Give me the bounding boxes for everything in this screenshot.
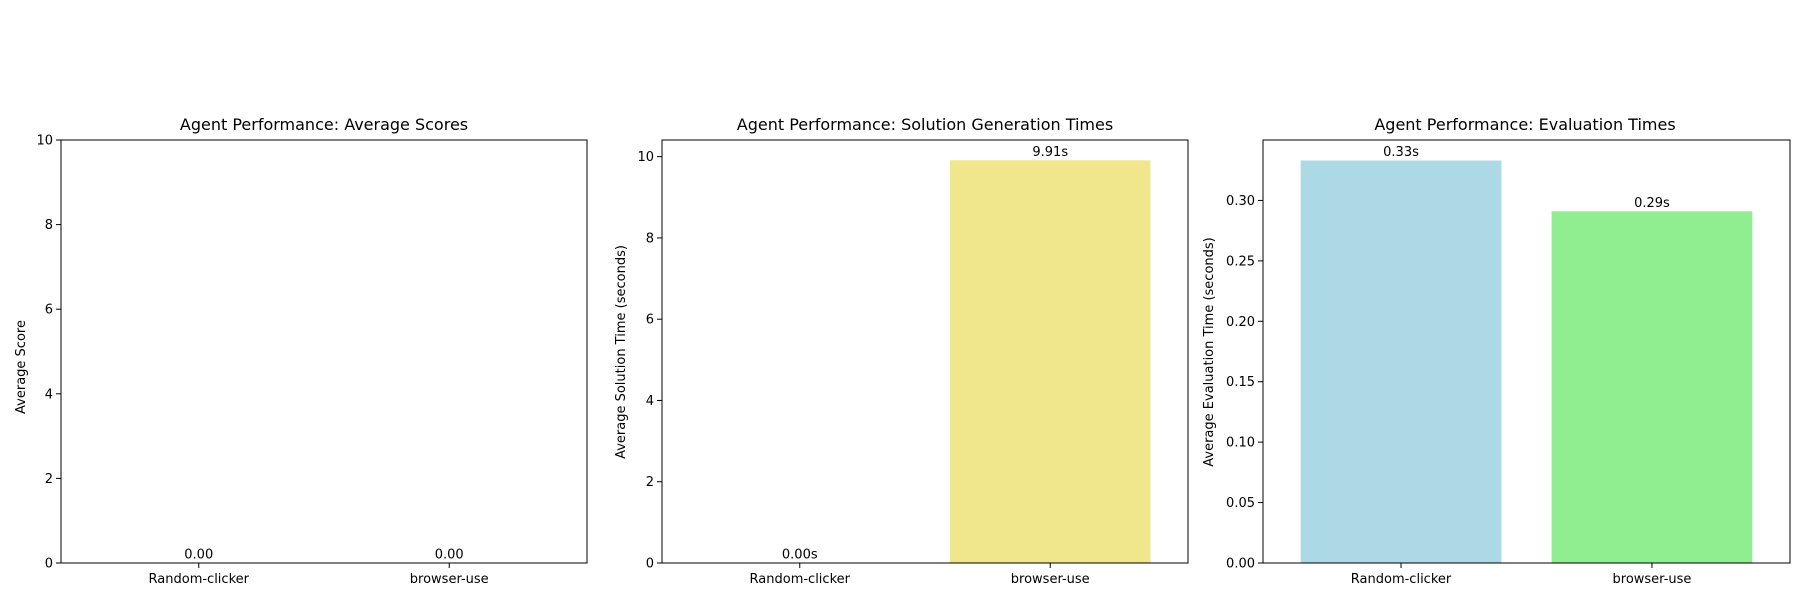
y-tick-label: 4 bbox=[646, 394, 654, 409]
chart-title: Agent Performance: Average Scores bbox=[180, 115, 468, 134]
y-tick-label: 0.30 bbox=[1226, 194, 1255, 209]
chart-title: Agent Performance: Evaluation Times bbox=[1374, 115, 1675, 134]
bar bbox=[1551, 211, 1753, 563]
x-ticks: Random-clicker browser-use bbox=[149, 563, 489, 587]
plot-frame bbox=[60, 139, 588, 564]
y-ticks: 0.00 0.05 0.10 0.15 0.20 0.25 0.30 bbox=[1226, 194, 1263, 572]
y-tick-label: 10 bbox=[36, 134, 53, 149]
y-tick-label: 8 bbox=[646, 231, 654, 246]
y-ticks: 0 2 4 6 8 10 bbox=[637, 150, 662, 572]
chart-solution-generation-times: Agent Performance: Solution Generation T… bbox=[614, 115, 1189, 587]
x-tick-label: browser-use bbox=[1613, 572, 1692, 587]
chart-title: Agent Performance: Solution Generation T… bbox=[737, 115, 1113, 134]
y-tick-label: 0.00 bbox=[1226, 557, 1255, 572]
y-tick-label: 0 bbox=[45, 557, 53, 572]
y-tick-label: 0.15 bbox=[1226, 375, 1255, 390]
y-tick-label: 8 bbox=[45, 218, 53, 233]
data-label: 9.91s bbox=[1032, 145, 1068, 160]
y-tick-label: 2 bbox=[45, 472, 53, 487]
y-tick-label: 0.20 bbox=[1226, 315, 1255, 330]
x-ticks: Random-clicker browser-use bbox=[1351, 563, 1692, 587]
plot-frame bbox=[661, 139, 1189, 564]
data-label: 0.00 bbox=[435, 548, 464, 563]
y-axis-label: Average Solution Time (seconds) bbox=[614, 245, 629, 459]
y-tick-label: 0 bbox=[646, 557, 654, 572]
y-tick-label: 6 bbox=[45, 303, 53, 318]
chart-average-scores: Agent Performance: Average Scores Averag… bbox=[14, 115, 588, 587]
chart-evaluation-times: Agent Performance: Evaluation Times Aver… bbox=[1202, 115, 1791, 587]
x-tick-label: Random-clicker bbox=[1351, 572, 1452, 587]
y-tick-label: 0.05 bbox=[1226, 496, 1255, 511]
x-tick-label: browser-use bbox=[1011, 572, 1090, 587]
value-labels: 0.33s 0.29s bbox=[1383, 145, 1670, 211]
y-tick-label: 4 bbox=[45, 387, 53, 402]
value-labels: 0.00s 9.91s bbox=[782, 145, 1068, 563]
x-ticks: Random-clicker browser-use bbox=[750, 563, 1090, 587]
data-label: 0.29s bbox=[1634, 196, 1670, 211]
data-label: 0.00 bbox=[184, 548, 213, 563]
bar bbox=[950, 160, 1151, 563]
y-tick-label: 6 bbox=[646, 313, 654, 328]
data-label: 0.00s bbox=[782, 548, 818, 563]
x-tick-label: browser-use bbox=[410, 572, 489, 587]
plot-frame bbox=[1262, 139, 1791, 564]
y-axis-label: Average Score bbox=[14, 320, 29, 414]
y-tick-label: 0.10 bbox=[1226, 436, 1255, 451]
y-axis-label: Average Evaluation Time (seconds) bbox=[1202, 237, 1217, 466]
y-tick-label: 10 bbox=[637, 150, 654, 165]
y-tick-label: 0.25 bbox=[1226, 254, 1255, 269]
y-tick-label: 2 bbox=[646, 475, 654, 490]
bar bbox=[1300, 160, 1502, 563]
x-tick-label: Random-clicker bbox=[750, 572, 851, 587]
bars bbox=[950, 160, 1151, 563]
y-ticks: 0 2 4 6 8 10 bbox=[36, 134, 61, 572]
value-labels: 0.00 0.00 bbox=[184, 548, 463, 563]
data-label: 0.33s bbox=[1383, 145, 1419, 160]
bars bbox=[1300, 160, 1753, 563]
x-tick-label: Random-clicker bbox=[149, 572, 250, 587]
